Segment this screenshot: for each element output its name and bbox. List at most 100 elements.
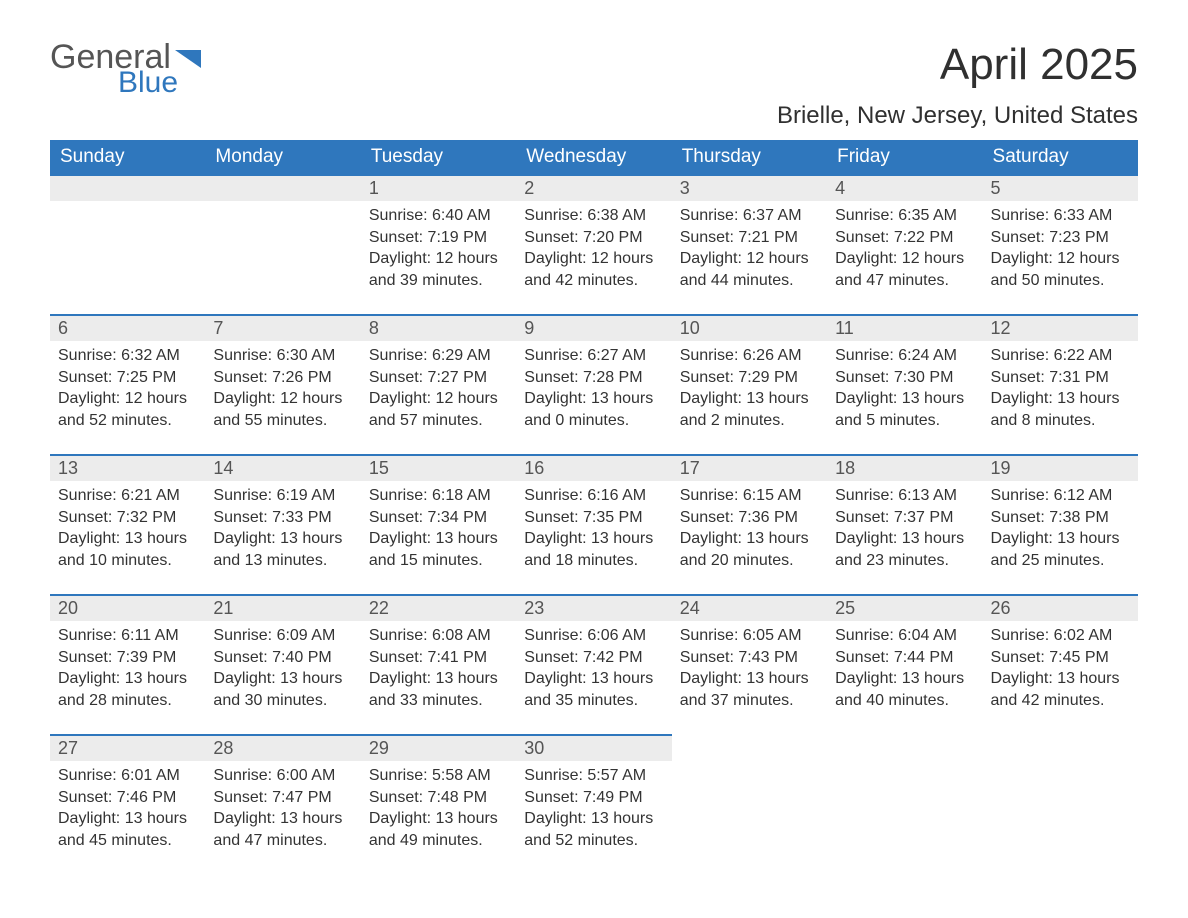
- sunrise-line: Sunrise: 6:13 AM: [835, 485, 974, 507]
- day-body: Sunrise: 6:00 AMSunset: 7:47 PMDaylight:…: [205, 761, 360, 859]
- calendar-day: 29Sunrise: 5:58 AMSunset: 7:48 PMDayligh…: [361, 734, 516, 874]
- calendar-day: 15Sunrise: 6:18 AMSunset: 7:34 PMDayligh…: [361, 454, 516, 594]
- daylight-line: Daylight: 13 hours and 30 minutes.: [213, 668, 352, 711]
- sunrise-line: Sunrise: 6:29 AM: [369, 345, 508, 367]
- sunset-line: Sunset: 7:28 PM: [524, 367, 663, 389]
- day-number: 22: [361, 594, 516, 621]
- day-number: 24: [672, 594, 827, 621]
- daylight-line: Daylight: 13 hours and 25 minutes.: [991, 528, 1130, 571]
- calendar-day-empty: [827, 734, 982, 874]
- daylight-line: Daylight: 13 hours and 20 minutes.: [680, 528, 819, 571]
- day-body: Sunrise: 6:27 AMSunset: 7:28 PMDaylight:…: [516, 341, 671, 439]
- sunset-line: Sunset: 7:44 PM: [835, 647, 974, 669]
- day-number: 27: [50, 734, 205, 761]
- calendar-table: SundayMondayTuesdayWednesdayThursdayFrid…: [50, 140, 1138, 874]
- day-body: Sunrise: 6:30 AMSunset: 7:26 PMDaylight:…: [205, 341, 360, 439]
- sunrise-line: Sunrise: 6:16 AM: [524, 485, 663, 507]
- sunset-line: Sunset: 7:38 PM: [991, 507, 1130, 529]
- sunset-line: Sunset: 7:20 PM: [524, 227, 663, 249]
- calendar-day: 2Sunrise: 6:38 AMSunset: 7:20 PMDaylight…: [516, 174, 671, 314]
- sunset-line: Sunset: 7:37 PM: [835, 507, 974, 529]
- day-body: Sunrise: 6:15 AMSunset: 7:36 PMDaylight:…: [672, 481, 827, 579]
- calendar-day: 24Sunrise: 6:05 AMSunset: 7:43 PMDayligh…: [672, 594, 827, 734]
- day-body: Sunrise: 5:58 AMSunset: 7:48 PMDaylight:…: [361, 761, 516, 859]
- calendar-body: 1Sunrise: 6:40 AMSunset: 7:19 PMDaylight…: [50, 174, 1138, 874]
- day-body: Sunrise: 6:32 AMSunset: 7:25 PMDaylight:…: [50, 341, 205, 439]
- sunset-line: Sunset: 7:41 PM: [369, 647, 508, 669]
- day-body: Sunrise: 6:37 AMSunset: 7:21 PMDaylight:…: [672, 201, 827, 299]
- day-number: 20: [50, 594, 205, 621]
- day-body: Sunrise: 6:22 AMSunset: 7:31 PMDaylight:…: [983, 341, 1138, 439]
- day-number: 1: [361, 174, 516, 201]
- day-body: Sunrise: 6:26 AMSunset: 7:29 PMDaylight:…: [672, 341, 827, 439]
- day-body: Sunrise: 6:13 AMSunset: 7:37 PMDaylight:…: [827, 481, 982, 579]
- day-number: 30: [516, 734, 671, 761]
- day-number: 23: [516, 594, 671, 621]
- calendar-row: 6Sunrise: 6:32 AMSunset: 7:25 PMDaylight…: [50, 314, 1138, 454]
- daylight-line: Daylight: 13 hours and 15 minutes.: [369, 528, 508, 571]
- calendar-day: 30Sunrise: 5:57 AMSunset: 7:49 PMDayligh…: [516, 734, 671, 874]
- daylight-line: Daylight: 12 hours and 42 minutes.: [524, 248, 663, 291]
- calendar-day-empty: [672, 734, 827, 874]
- sunrise-line: Sunrise: 5:57 AM: [524, 765, 663, 787]
- day-number: 9: [516, 314, 671, 341]
- daylight-line: Daylight: 12 hours and 52 minutes.: [58, 388, 197, 431]
- daylight-line: Daylight: 12 hours and 47 minutes.: [835, 248, 974, 291]
- day-number: 3: [672, 174, 827, 201]
- sunrise-line: Sunrise: 6:32 AM: [58, 345, 197, 367]
- day-body: Sunrise: 6:35 AMSunset: 7:22 PMDaylight:…: [827, 201, 982, 299]
- calendar-day-empty: [983, 734, 1138, 874]
- daylight-line: Daylight: 13 hours and 5 minutes.: [835, 388, 974, 431]
- calendar-day: 26Sunrise: 6:02 AMSunset: 7:45 PMDayligh…: [983, 594, 1138, 734]
- day-number: 6: [50, 314, 205, 341]
- month-title: April 2025: [777, 40, 1138, 90]
- sunset-line: Sunset: 7:46 PM: [58, 787, 197, 809]
- sunrise-line: Sunrise: 6:26 AM: [680, 345, 819, 367]
- daylight-line: Daylight: 13 hours and 28 minutes.: [58, 668, 197, 711]
- day-number: 19: [983, 454, 1138, 481]
- calendar-day: 28Sunrise: 6:00 AMSunset: 7:47 PMDayligh…: [205, 734, 360, 874]
- sunset-line: Sunset: 7:40 PM: [213, 647, 352, 669]
- calendar-day: 8Sunrise: 6:29 AMSunset: 7:27 PMDaylight…: [361, 314, 516, 454]
- day-number: 26: [983, 594, 1138, 621]
- logo-text-blue: Blue: [118, 68, 201, 98]
- calendar-day-empty: [205, 174, 360, 314]
- sunrise-line: Sunrise: 6:22 AM: [991, 345, 1130, 367]
- day-number: 28: [205, 734, 360, 761]
- daylight-line: Daylight: 13 hours and 42 minutes.: [991, 668, 1130, 711]
- daylight-line: Daylight: 12 hours and 55 minutes.: [213, 388, 352, 431]
- day-body: Sunrise: 6:09 AMSunset: 7:40 PMDaylight:…: [205, 621, 360, 719]
- daylight-line: Daylight: 13 hours and 8 minutes.: [991, 388, 1130, 431]
- day-number: 13: [50, 454, 205, 481]
- calendar-day: 25Sunrise: 6:04 AMSunset: 7:44 PMDayligh…: [827, 594, 982, 734]
- sunset-line: Sunset: 7:43 PM: [680, 647, 819, 669]
- calendar-row: 27Sunrise: 6:01 AMSunset: 7:46 PMDayligh…: [50, 734, 1138, 874]
- day-number-empty: [50, 174, 205, 201]
- sunset-line: Sunset: 7:34 PM: [369, 507, 508, 529]
- calendar-day: 21Sunrise: 6:09 AMSunset: 7:40 PMDayligh…: [205, 594, 360, 734]
- daylight-line: Daylight: 13 hours and 10 minutes.: [58, 528, 197, 571]
- day-number: 25: [827, 594, 982, 621]
- sunrise-line: Sunrise: 6:09 AM: [213, 625, 352, 647]
- day-body: Sunrise: 6:33 AMSunset: 7:23 PMDaylight:…: [983, 201, 1138, 299]
- sunrise-line: Sunrise: 5:58 AM: [369, 765, 508, 787]
- day-number: 18: [827, 454, 982, 481]
- calendar-day: 20Sunrise: 6:11 AMSunset: 7:39 PMDayligh…: [50, 594, 205, 734]
- sunset-line: Sunset: 7:26 PM: [213, 367, 352, 389]
- title-block: April 2025 Brielle, New Jersey, United S…: [777, 40, 1138, 130]
- sunrise-line: Sunrise: 6:12 AM: [991, 485, 1130, 507]
- day-body: Sunrise: 6:18 AMSunset: 7:34 PMDaylight:…: [361, 481, 516, 579]
- day-body: Sunrise: 6:40 AMSunset: 7:19 PMDaylight:…: [361, 201, 516, 299]
- sunset-line: Sunset: 7:39 PM: [58, 647, 197, 669]
- calendar-day: 10Sunrise: 6:26 AMSunset: 7:29 PMDayligh…: [672, 314, 827, 454]
- daylight-line: Daylight: 12 hours and 39 minutes.: [369, 248, 508, 291]
- day-number: 15: [361, 454, 516, 481]
- sunrise-line: Sunrise: 6:27 AM: [524, 345, 663, 367]
- daylight-line: Daylight: 13 hours and 47 minutes.: [213, 808, 352, 851]
- daylight-line: Daylight: 12 hours and 44 minutes.: [680, 248, 819, 291]
- day-number: 14: [205, 454, 360, 481]
- day-number-empty: [205, 174, 360, 201]
- day-body: Sunrise: 6:12 AMSunset: 7:38 PMDaylight:…: [983, 481, 1138, 579]
- day-body: Sunrise: 6:02 AMSunset: 7:45 PMDaylight:…: [983, 621, 1138, 719]
- day-body: Sunrise: 6:29 AMSunset: 7:27 PMDaylight:…: [361, 341, 516, 439]
